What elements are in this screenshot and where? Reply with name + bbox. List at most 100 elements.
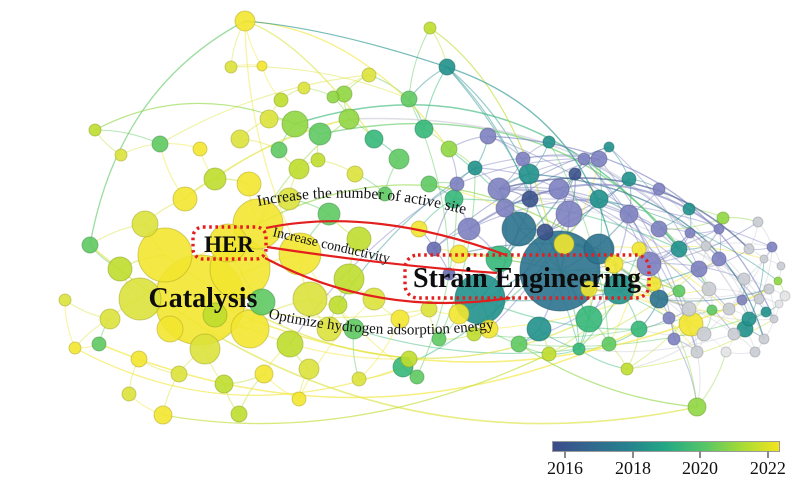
network-edge <box>230 66 410 100</box>
network-node <box>630 320 648 338</box>
network-node <box>214 374 234 394</box>
network-node <box>431 331 447 347</box>
network-node <box>737 272 751 286</box>
network-node <box>769 314 779 324</box>
network-node <box>277 187 301 211</box>
network-long-edge <box>518 343 698 408</box>
network-edge <box>416 183 458 378</box>
network-node <box>88 123 102 137</box>
network-node <box>711 251 727 267</box>
network-node <box>741 311 757 327</box>
network-node <box>519 230 601 312</box>
network-node <box>364 129 384 149</box>
network-node <box>536 223 554 241</box>
network-node <box>270 141 288 159</box>
network-node <box>652 182 666 196</box>
network-node <box>601 336 617 352</box>
network-edge <box>628 213 675 340</box>
network-node <box>631 241 647 257</box>
network-node <box>752 216 764 228</box>
network-node <box>603 141 615 153</box>
network-node <box>81 236 99 254</box>
network-node <box>259 109 279 129</box>
network-node <box>326 90 340 104</box>
network-node <box>292 281 328 317</box>
network-node <box>621 171 637 187</box>
connector-arc-top <box>265 220 507 257</box>
network-node <box>230 309 270 349</box>
network-node <box>681 301 697 317</box>
network-node <box>722 302 736 316</box>
network-node <box>572 342 586 356</box>
network-node <box>291 391 307 407</box>
network-node <box>457 217 481 241</box>
network-node <box>701 281 717 297</box>
network-node <box>298 358 320 380</box>
network-node <box>682 202 696 216</box>
network-edge <box>64 299 76 349</box>
network-node <box>351 371 367 387</box>
network-node <box>501 211 537 247</box>
network-node <box>230 129 250 149</box>
network-node <box>151 135 169 153</box>
network-nodes <box>58 10 791 425</box>
colorbar-year-label: 2018 <box>614 458 651 478</box>
network-node <box>448 303 470 325</box>
network-node <box>91 336 107 352</box>
colorbar-legend: 2016 2018 2020 2022 <box>547 441 786 489</box>
network-node <box>192 141 208 157</box>
network-node <box>121 386 137 402</box>
network-node <box>362 287 386 311</box>
network-node <box>316 316 342 342</box>
her-highlight-box <box>191 225 268 261</box>
label-catalysis: Catalysis <box>149 283 258 314</box>
network-long-edge <box>162 353 550 425</box>
network-node <box>510 335 528 353</box>
network-node <box>333 263 365 295</box>
network-node <box>317 202 341 226</box>
network-node <box>720 346 732 358</box>
network-node <box>99 308 121 330</box>
network-node <box>518 163 540 185</box>
network-node <box>170 365 188 383</box>
network-node <box>281 110 309 138</box>
colorbar-tick-mark <box>631 451 634 458</box>
network-node <box>650 220 668 238</box>
network-node <box>479 319 499 339</box>
network-node <box>172 186 198 212</box>
network-node <box>577 152 591 166</box>
connector-arc-bottom <box>264 257 511 305</box>
network-node <box>495 198 515 218</box>
network-node <box>749 346 761 358</box>
network-node <box>466 326 482 342</box>
network-node <box>297 81 311 95</box>
network-edge <box>626 333 705 370</box>
network-node <box>776 261 786 271</box>
network-node <box>526 316 552 342</box>
network-node <box>589 189 609 209</box>
colorbar-tick-mark <box>563 451 566 458</box>
network-node <box>438 58 456 76</box>
network-long-edge <box>89 20 246 246</box>
network-node <box>224 60 238 74</box>
network-node <box>338 108 360 130</box>
network-node <box>706 304 718 316</box>
network-node <box>248 288 276 316</box>
label-her: HER <box>204 232 254 257</box>
network-node <box>390 309 410 329</box>
network-node <box>230 405 248 423</box>
network-node <box>766 241 778 253</box>
network-edge <box>588 288 710 297</box>
network-edge <box>548 268 700 355</box>
network-node <box>620 362 634 376</box>
network-node <box>234 10 256 32</box>
network-node <box>346 226 372 252</box>
network-node <box>377 186 393 202</box>
network-node <box>690 345 704 359</box>
network-node <box>420 175 438 193</box>
network-long-edge <box>244 20 448 68</box>
network-node <box>759 254 769 264</box>
network-edge <box>548 263 650 355</box>
network-node <box>208 223 248 263</box>
